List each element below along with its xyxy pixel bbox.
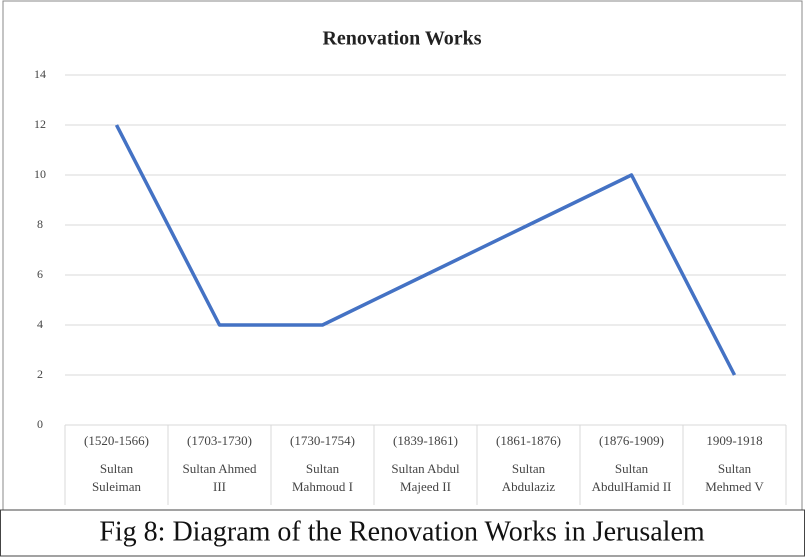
caption: Fig 8: Diagram of the Renovation Works i… bbox=[99, 516, 705, 547]
x-tick-label: (1730-1754) bbox=[290, 433, 355, 448]
x-tick-label: Sultan bbox=[718, 461, 752, 476]
x-tick-label: (1520-1566) bbox=[84, 433, 149, 448]
x-tick-label: III bbox=[213, 479, 226, 494]
x-tick-label: Suleiman bbox=[92, 479, 142, 494]
y-tick-label: 14 bbox=[34, 67, 46, 81]
x-tick-label: (1703-1730) bbox=[187, 433, 252, 448]
x-tick-label: Abdulaziz bbox=[502, 479, 556, 494]
x-tick-label: Sultan bbox=[306, 461, 340, 476]
x-tick-label: Sultan Abdul bbox=[391, 461, 460, 476]
y-tick-label: 8 bbox=[37, 217, 43, 231]
x-tick-label: Mahmoud I bbox=[292, 479, 353, 494]
x-tick-label: Majeed II bbox=[400, 479, 451, 494]
x-tick-label: Sultan bbox=[512, 461, 546, 476]
x-tick-label: AbdulHamid II bbox=[592, 479, 672, 494]
x-tick-label: (1861-1876) bbox=[496, 433, 561, 448]
y-tick-label: 2 bbox=[37, 367, 43, 381]
x-tick-label: Sultan bbox=[615, 461, 649, 476]
x-tick-label: 1909-1918 bbox=[706, 433, 762, 448]
y-tick-label: 10 bbox=[34, 167, 46, 181]
x-tick-label: Sultan bbox=[100, 461, 134, 476]
x-tick-label: (1839-1861) bbox=[393, 433, 458, 448]
y-tick-label: 4 bbox=[37, 317, 43, 331]
chart-title: Renovation Works bbox=[322, 28, 481, 50]
data-line bbox=[114, 124, 737, 376]
y-tick-label: 6 bbox=[37, 267, 43, 281]
x-tick-label: (1876-1909) bbox=[599, 433, 664, 448]
y-tick-label: 0 bbox=[37, 417, 43, 431]
caption-frame bbox=[0, 509, 805, 557]
y-tick-label: 12 bbox=[34, 117, 46, 131]
x-tick-label: Mehmed V bbox=[705, 479, 764, 494]
x-tick-label: Sultan Ahmed bbox=[182, 461, 257, 476]
